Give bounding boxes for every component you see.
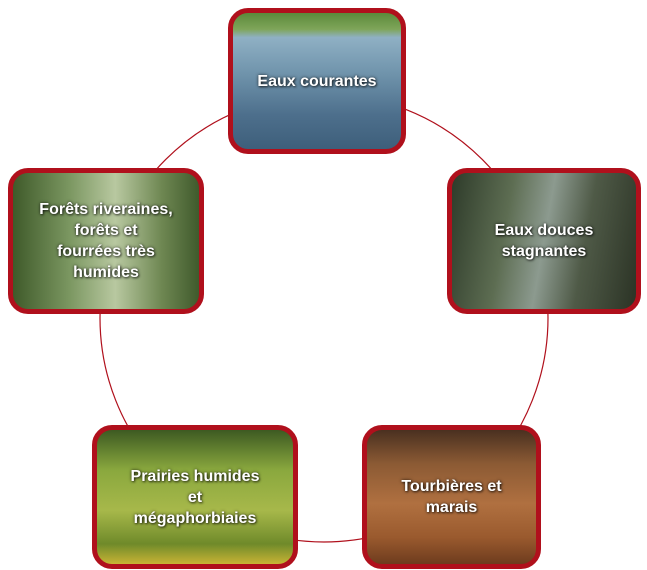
node: Eaux douces stagnantes — [447, 168, 641, 314]
node-label: stagnantes — [501, 243, 587, 260]
node-label: marais — [425, 499, 478, 516]
node-label: Tourbières et — [401, 478, 502, 495]
node-label: mégaphorbiaies — [133, 509, 257, 527]
node-label: fourrées très — [57, 243, 155, 260]
node-label: forêts et — [74, 222, 138, 239]
node-label: Eaux courantes — [257, 72, 377, 90]
node-label: Prairies humides — [130, 467, 260, 485]
node-label: et — [187, 488, 203, 506]
node-label: Forêts riveraines, — [39, 201, 173, 218]
node-label: Eaux douces — [494, 222, 594, 239]
node: Forêts riveraines, forêts et fourrées très… — [8, 168, 204, 314]
node: Prairies humides et mégaphorbiaies — [92, 425, 298, 569]
node: Eaux courantes — [228, 8, 406, 154]
node: Tourbières et marais — [362, 425, 541, 569]
node-label: humides — [73, 264, 139, 281]
